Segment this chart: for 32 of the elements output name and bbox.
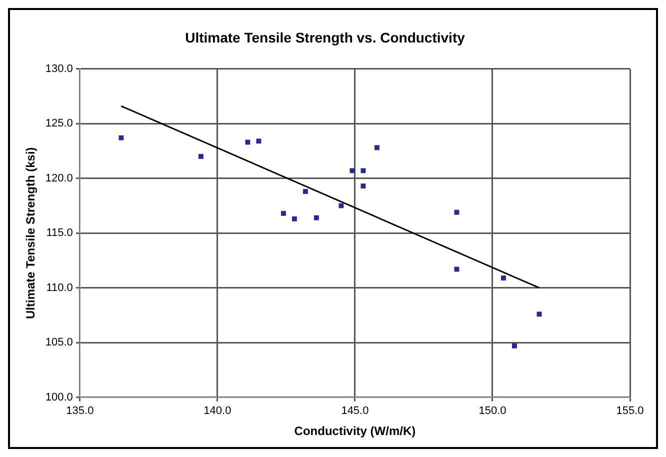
x-tick-label: 150.0 [478, 405, 506, 418]
point [314, 215, 319, 220]
y-tick-label: 115.0 [46, 227, 73, 240]
point [374, 145, 380, 150]
point [245, 140, 250, 145]
y-tick-label: 125.0 [45, 118, 73, 130]
point [360, 168, 366, 174]
point [536, 312, 542, 317]
point [118, 135, 124, 140]
x-tick-label: 140.0 [204, 405, 232, 418]
point [198, 154, 204, 159]
point [501, 276, 506, 280]
point [280, 210, 286, 216]
x-tick-label: 155.0 [616, 405, 644, 418]
y-tick-label: 110.0 [46, 282, 73, 294]
y-axis-title: Ultimate Tensile Strength (ksi) [24, 147, 38, 320]
y-tick-label: 120.0 [45, 172, 73, 184]
y-tick-label: 100.0 [45, 391, 73, 404]
y-tick-label: 130.0 [45, 62, 73, 75]
point [512, 343, 517, 348]
x-axis-title: Conductivity (W/m/K) [294, 424, 416, 438]
point [350, 168, 355, 174]
y-tick-label: 105.0 [45, 336, 73, 349]
chart-title: Ultimate Tensile Strength vs. Conductivity [185, 29, 466, 46]
point [302, 189, 308, 194]
x-tick-label: 145.0 [341, 405, 369, 418]
point [256, 138, 262, 144]
point [360, 184, 366, 188]
point [454, 210, 460, 215]
x-tick-label: 135.0 [66, 405, 94, 418]
point [338, 203, 344, 208]
point [292, 216, 297, 222]
